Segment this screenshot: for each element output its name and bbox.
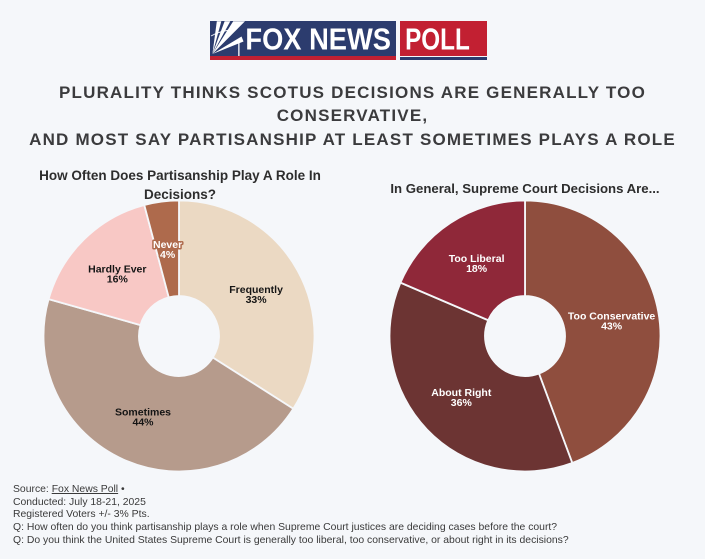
svg-text:36%: 36%	[451, 397, 473, 409]
svg-text:Sometimes: Sometimes	[115, 407, 171, 419]
svg-text:16%: 16%	[107, 274, 129, 286]
svg-text:POLL: POLL	[405, 22, 470, 57]
svg-text:Never: Never	[153, 239, 182, 251]
svg-text:43%: 43%	[601, 321, 623, 333]
svg-text:FOX NEWS: FOX NEWS	[245, 22, 391, 57]
svg-text:Too Conservative: Too Conservative	[568, 311, 655, 323]
svg-text:Hardly Ever: Hardly Ever	[88, 264, 146, 276]
svg-text:Too Liberal: Too Liberal	[449, 253, 505, 265]
svg-text:About Right: About Right	[431, 387, 492, 399]
svg-text:Frequently: Frequently	[229, 284, 283, 296]
svg-text:4%: 4%	[160, 249, 176, 261]
svg-text:33%: 33%	[246, 294, 268, 306]
svg-text:18%: 18%	[466, 263, 488, 275]
svg-text:44%: 44%	[132, 417, 154, 429]
